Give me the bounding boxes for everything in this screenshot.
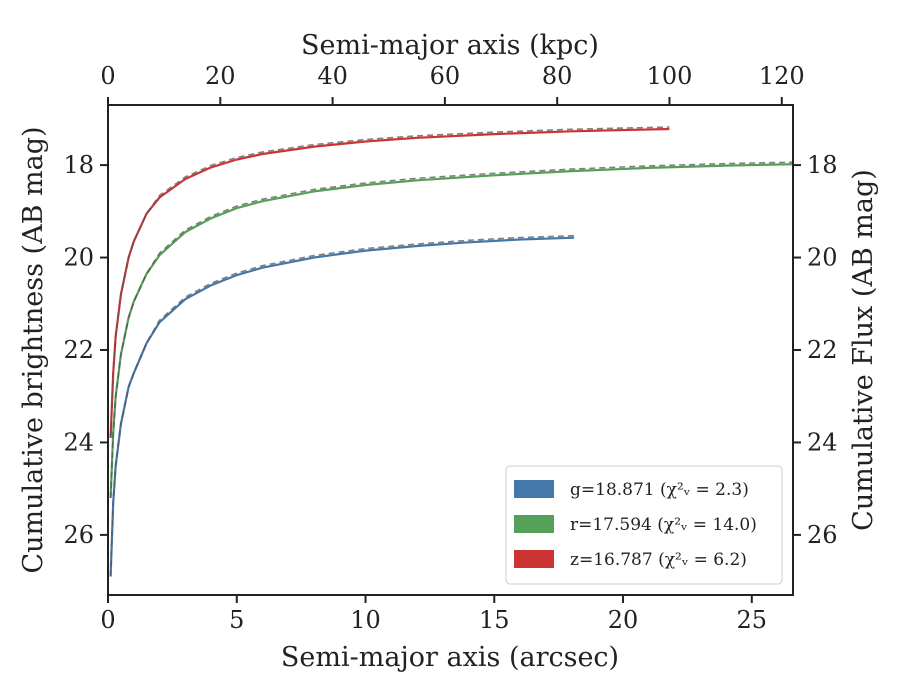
legend-label-1: r=17.594 (χ²ᵥ = 14.0) [570, 515, 757, 535]
x2-tick-label: 100 [647, 62, 693, 90]
legend-label-2: z=16.787 (χ²ᵥ = 6.2) [570, 550, 747, 570]
y-tick-label: 24 [63, 428, 94, 456]
y-tick-label: 26 [63, 521, 94, 549]
legend-label-0: g=18.871 (χ²ᵥ = 2.3) [570, 480, 749, 500]
y-axis-title: Cumulative brightness (AB mag) [18, 126, 49, 573]
legend: g=18.871 (χ²ᵥ = 2.3)r=17.594 (χ²ᵥ = 14.0… [505, 465, 783, 585]
x2-tick-label: 120 [759, 62, 805, 90]
legend-chi-label: (χ²ᵥ = 2.3) [655, 480, 749, 500]
legend-chi-label: (χ²ᵥ = 14.0) [652, 515, 757, 535]
x-tick-label: 5 [229, 606, 244, 634]
y-tick-label: 18 [63, 151, 94, 179]
x-tick-label: 10 [350, 606, 381, 634]
y2-tick-label: 26 [807, 521, 838, 549]
series-line-2 [109, 127, 670, 438]
y2-tick-label: 18 [807, 151, 838, 179]
ticks-layer: 0 5 10 15 20 25 0 20 40 60 80 100 120 18 20 22 24 26 18 20 2… [63, 62, 837, 634]
legend-series-name: r=17.594 [570, 515, 652, 535]
legend-series-name: z=16.787 [570, 550, 653, 570]
x2-tick-label: 0 [100, 62, 115, 90]
x2-tick-label: 80 [542, 62, 573, 90]
y2-tick-label: 20 [807, 244, 838, 272]
y-tick-label: 20 [63, 244, 94, 272]
curves-layer [109, 126, 794, 577]
legend-box [505, 465, 783, 585]
x-tick-label: 25 [737, 606, 768, 634]
legend-series-name: g=18.871 [570, 480, 655, 500]
x-tick-label: 15 [479, 606, 510, 634]
x2-axis-title: Semi-major axis (kpc) [301, 30, 599, 61]
x-axis-title: Semi-major axis (arcsec) [281, 642, 619, 673]
legend-swatch-2 [514, 550, 554, 568]
x2-tick-label: 60 [430, 62, 461, 90]
y2-axis-title: Cumulative Flux (AB mag) [848, 169, 879, 531]
y-tick-label: 22 [63, 336, 94, 364]
plot-frame [107, 104, 794, 596]
y2-tick-label: 22 [807, 336, 838, 364]
x-tick-label: 20 [608, 606, 639, 634]
legend-swatch-1 [514, 515, 554, 533]
series-fit-line-2 [109, 126, 670, 438]
x2-tick-label: 40 [317, 62, 348, 90]
y2-tick-label: 24 [807, 428, 838, 456]
series-fit-line-1 [109, 161, 794, 498]
x-tick-label: 0 [100, 606, 115, 634]
series-fit-line-0 [109, 234, 575, 577]
legend-swatch-0 [514, 480, 554, 498]
legend-chi-label: (χ²ᵥ = 6.2) [653, 550, 747, 570]
x2-tick-label: 20 [205, 62, 236, 90]
